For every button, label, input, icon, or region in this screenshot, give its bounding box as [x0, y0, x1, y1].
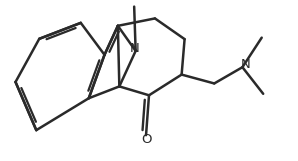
Text: N: N — [129, 42, 139, 55]
Text: N: N — [240, 58, 250, 71]
Text: O: O — [141, 133, 151, 146]
